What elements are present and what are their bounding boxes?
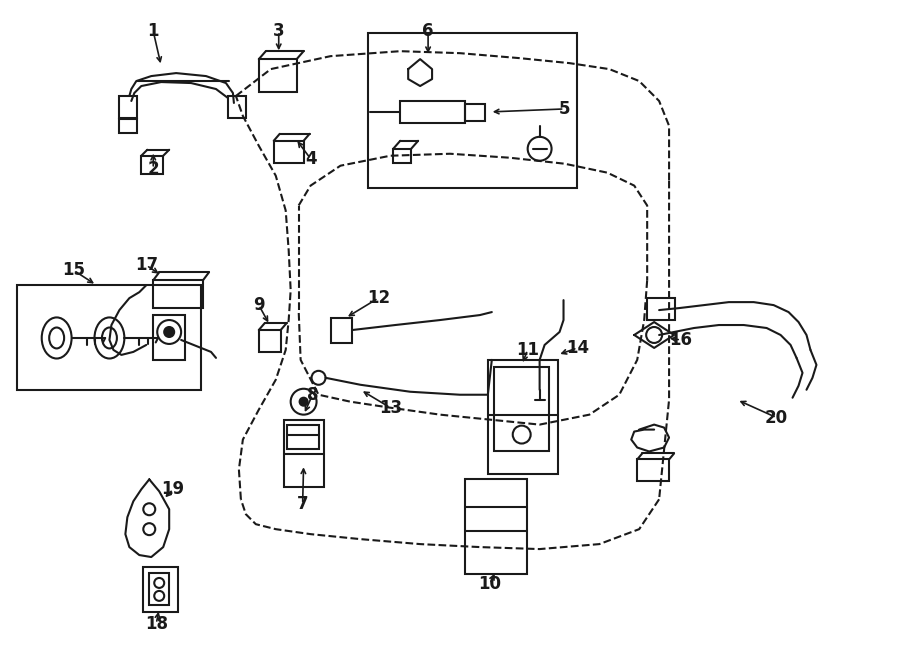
Bar [368,33,578,188]
Text: 8: 8 [307,386,319,404]
Text: 12: 12 [366,289,390,307]
Bar [153,315,185,360]
Bar [228,96,246,118]
Circle shape [300,398,308,406]
Text: 3: 3 [273,22,284,40]
Bar [637,459,669,481]
Text: 10: 10 [478,575,501,593]
Bar [259,330,281,352]
Text: 2: 2 [148,160,159,178]
Bar [465,479,526,574]
Bar [494,367,549,451]
Bar [488,360,557,475]
Bar [17,285,201,390]
Text: 7: 7 [297,495,309,514]
Bar [465,104,485,121]
Bar [259,59,297,92]
Bar [400,101,465,123]
Text: 18: 18 [145,615,167,633]
Circle shape [164,327,175,337]
Text: 6: 6 [422,22,434,40]
Text: 20: 20 [765,408,788,426]
Bar [287,424,319,449]
Bar [330,318,353,343]
Bar [120,119,138,133]
Bar [393,149,411,163]
Bar [141,156,163,174]
Bar [120,96,138,118]
Bar [153,280,203,308]
Text: 5: 5 [559,100,571,118]
Text: 1: 1 [148,22,159,40]
Bar [149,573,169,605]
Text: 19: 19 [162,481,184,498]
Bar [647,298,675,320]
Bar [284,420,323,487]
Text: 17: 17 [135,256,158,274]
Bar [274,141,303,163]
Text: 13: 13 [379,399,401,416]
Text: 9: 9 [253,296,265,314]
Text: 16: 16 [670,331,692,349]
Text: 15: 15 [62,261,86,279]
Text: 11: 11 [517,341,539,359]
Text: 14: 14 [566,339,589,357]
Text: 4: 4 [305,150,317,168]
Bar [143,567,178,612]
